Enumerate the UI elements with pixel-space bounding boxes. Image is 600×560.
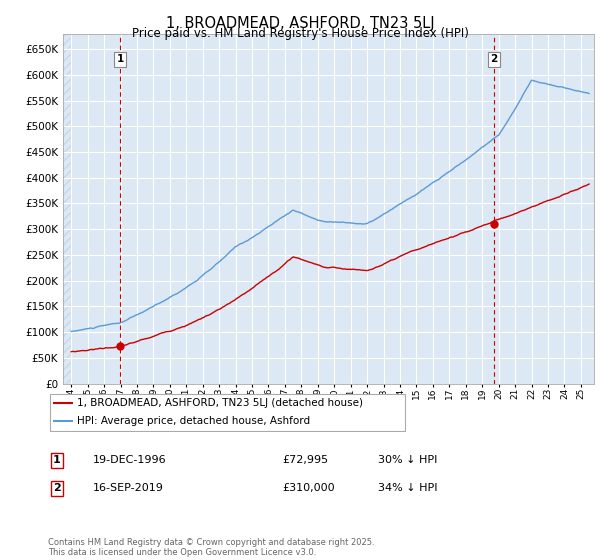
Text: 1, BROADMEAD, ASHFORD, TN23 5LJ (detached house): 1, BROADMEAD, ASHFORD, TN23 5LJ (detache… [77,398,363,408]
Text: 1, BROADMEAD, ASHFORD, TN23 5LJ: 1, BROADMEAD, ASHFORD, TN23 5LJ [166,16,434,31]
FancyBboxPatch shape [50,394,406,431]
Text: Contains HM Land Registry data © Crown copyright and database right 2025.
This d: Contains HM Land Registry data © Crown c… [48,538,374,557]
Text: 19-DEC-1996: 19-DEC-1996 [93,455,167,465]
Text: 2: 2 [490,54,497,64]
Text: £72,995: £72,995 [282,455,328,465]
Text: 16-SEP-2019: 16-SEP-2019 [93,483,164,493]
Text: £310,000: £310,000 [282,483,335,493]
Text: 1: 1 [53,455,61,465]
Text: Price paid vs. HM Land Registry's House Price Index (HPI): Price paid vs. HM Land Registry's House … [131,27,469,40]
Text: HPI: Average price, detached house, Ashford: HPI: Average price, detached house, Ashf… [77,417,310,426]
Text: 1: 1 [116,54,124,64]
Text: 30% ↓ HPI: 30% ↓ HPI [378,455,437,465]
Text: 34% ↓ HPI: 34% ↓ HPI [378,483,437,493]
Bar [63,34,71,384]
Text: 2: 2 [53,483,61,493]
